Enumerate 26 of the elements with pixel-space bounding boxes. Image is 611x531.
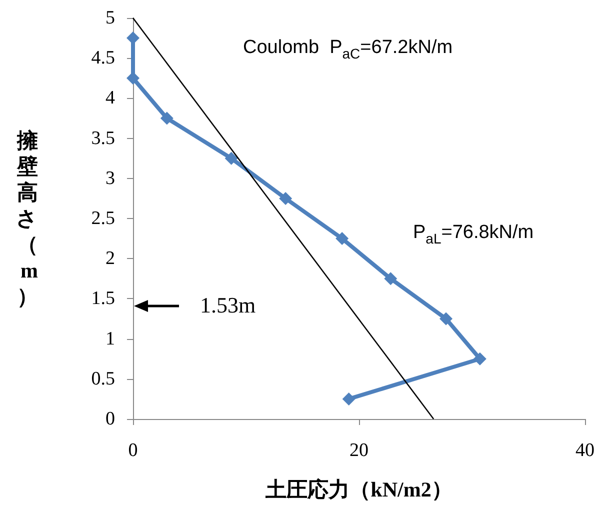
point bbox=[160, 112, 174, 125]
y-tick-label: 1 bbox=[106, 328, 115, 350]
point bbox=[126, 72, 140, 85]
y-tick-label: 2.5 bbox=[91, 208, 115, 229]
x-tick-label: 20 bbox=[350, 440, 368, 461]
point bbox=[342, 392, 356, 406]
y-tick-label: 3.5 bbox=[91, 128, 115, 149]
x-tick-label: 0 bbox=[128, 440, 138, 461]
y-tick-label: 4.5 bbox=[91, 48, 115, 69]
y-tick-label: 0.5 bbox=[91, 368, 115, 390]
x-axis-title: 土圧応力（kN/m2） bbox=[264, 478, 452, 502]
x-tick-label: 40 bbox=[576, 440, 594, 461]
y-axis-title: 擁壁高さ（m） bbox=[16, 128, 38, 308]
point bbox=[384, 272, 398, 286]
point bbox=[279, 192, 292, 205]
y-tick-label: 0 bbox=[106, 408, 115, 430]
point bbox=[473, 352, 486, 366]
y-tick-label: 2 bbox=[106, 248, 115, 270]
y-tick-label: 5 bbox=[106, 8, 115, 28]
y-tick-label: 3 bbox=[106, 168, 115, 189]
point bbox=[224, 152, 238, 165]
point bbox=[336, 232, 349, 246]
y-tick-label: 4 bbox=[106, 88, 116, 109]
annotation: 1.53m bbox=[200, 292, 256, 318]
y-tick-label: 1.5 bbox=[91, 288, 115, 310]
point bbox=[440, 312, 453, 326]
